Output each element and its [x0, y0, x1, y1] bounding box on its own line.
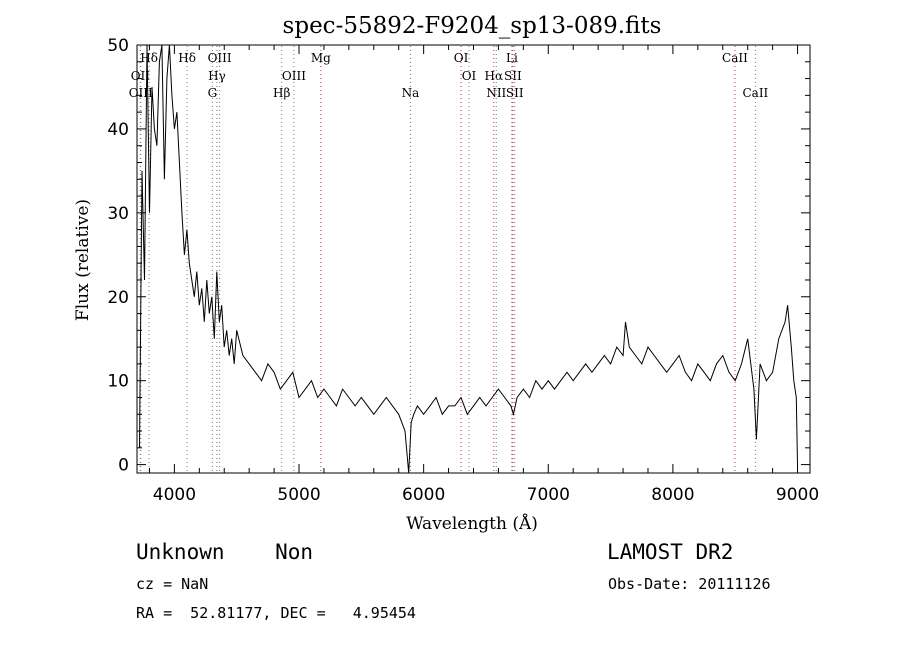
spectral-line-label: Hδ — [140, 51, 158, 65]
spectral-line-label: NII — [486, 86, 506, 100]
spectral-line-label: Hδ — [178, 51, 196, 65]
y-tick-label: 20 — [107, 288, 129, 308]
spectral-line-label: Hα — [485, 69, 504, 83]
spectral-line-label: Li — [506, 51, 518, 65]
spectral-line-label: SII — [504, 69, 522, 83]
y-tick-label: 0 — [118, 456, 129, 476]
x-tick-label: 9000 — [776, 485, 819, 505]
spectral-line-label: Na — [402, 86, 420, 100]
y-axis-label: Flux (relative) — [73, 199, 93, 321]
redshift-label: cz = NaN — [136, 575, 209, 593]
spectral-line-label: OII — [131, 69, 151, 83]
coordinates-label: RA = 52.81177, DEC = 4.95454 — [136, 604, 416, 622]
spectral-line-label: OI — [462, 69, 477, 83]
spectral-line-markers: Hδ OII OIII Hδ OIII Hγ G Hβ OIII Mg Na OI OI Hα NII Li S… — [129, 46, 769, 472]
plot-frame — [136, 44, 811, 474]
x-tick-label: 5000 — [277, 485, 320, 505]
x-tick-label: 4000 — [153, 485, 196, 505]
spectral-line-label: OIII — [208, 51, 232, 65]
spectral-line-label: G — [208, 86, 218, 100]
chart-title: spec-55892-F9204_sp13-089.fits — [283, 13, 662, 39]
x-tick-label: 7000 — [527, 485, 570, 505]
spectrum-line — [139, 44, 798, 474]
x-tick-label: 6000 — [402, 485, 445, 505]
spectral-line-label: Hβ — [273, 86, 290, 100]
y-tick-label: 40 — [107, 120, 129, 140]
spectral-line-label: CaII — [742, 86, 768, 100]
y-tick-label: 10 — [107, 372, 129, 392]
y-tick-label: 30 — [107, 204, 129, 224]
spectral-line-label: OIII — [282, 69, 306, 83]
survey-label: LAMOST DR2 — [607, 540, 734, 564]
spectral-line-label: Mg — [311, 51, 331, 65]
y-tick-label: 50 — [107, 36, 129, 56]
x-tick-label: 8000 — [651, 485, 694, 505]
classification-label: Unknown Non — [136, 540, 314, 564]
spectral-line-label: OI — [454, 51, 469, 65]
x-axis-label: Wavelength (Å) — [406, 513, 538, 534]
obs-date-label: Obs-Date: 20111126 — [608, 575, 771, 593]
spectral-line-label: Hγ — [208, 69, 226, 83]
spectral-line-label: CaII — [722, 51, 748, 65]
axes: 4000 5000 6000 7000 8000 9000 0 10 20 30 40 50 — [107, 36, 819, 505]
spectral-line-label: OIII — [129, 86, 153, 100]
spectral-line-label: SII — [506, 86, 524, 100]
